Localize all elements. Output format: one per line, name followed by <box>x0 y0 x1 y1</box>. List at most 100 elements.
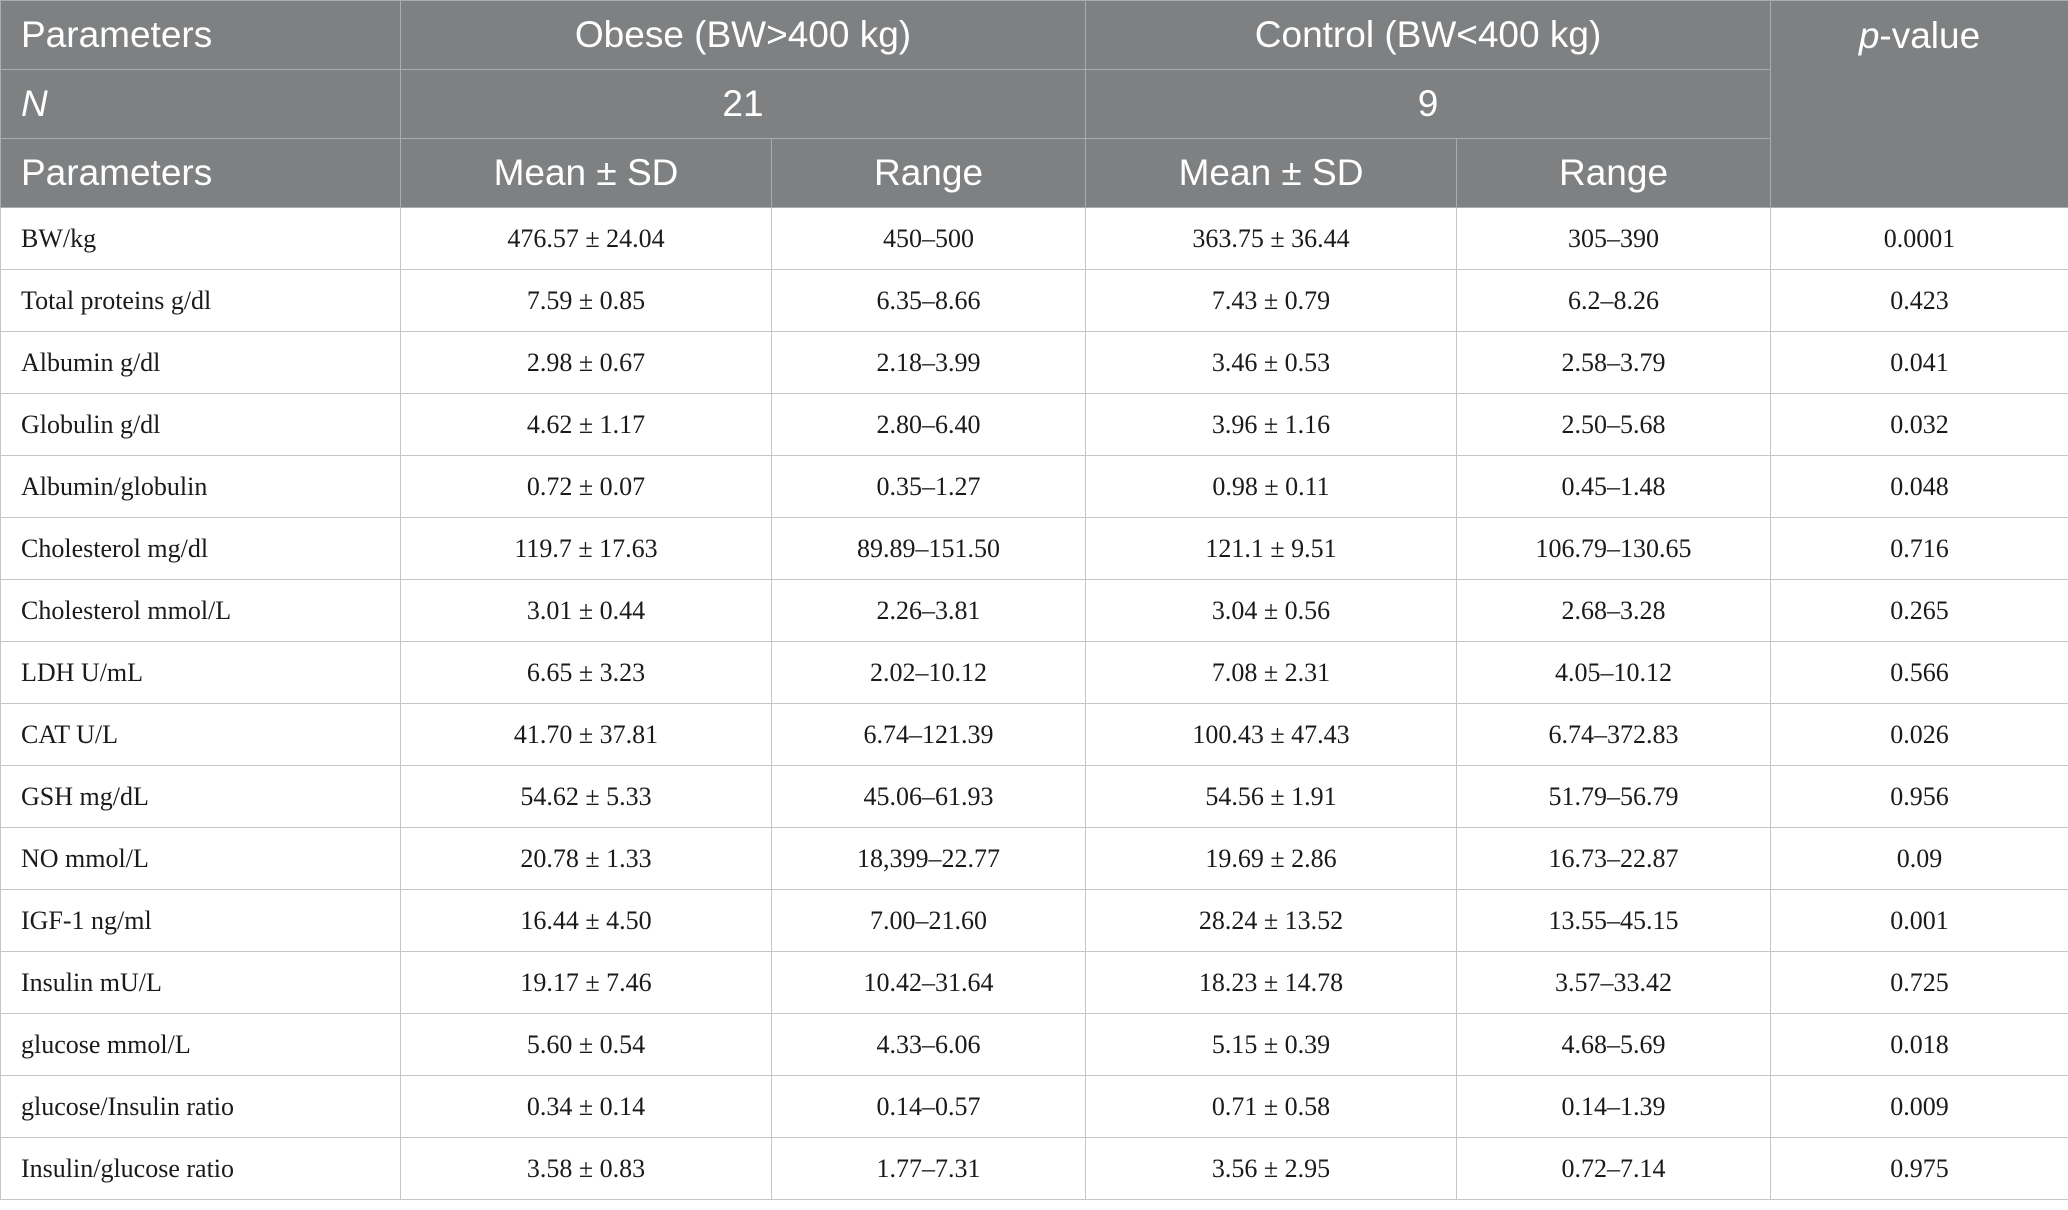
header-control-group: Control (BW<400 kg) <box>1085 0 1772 70</box>
param-cell: Cholesterol mg/dl <box>0 517 401 580</box>
table-row: GSH mg/dL 54.62 ± 5.33 45.06–61.93 54.56 ± … <box>0 765 2068 828</box>
param-cell: LDH U/mL <box>0 641 401 704</box>
table-row: Total proteins g/dl 7.59 ± 0.85 6.35–8.66 7… <box>0 269 2068 332</box>
obese-range-cell: 1.77–7.31 <box>770 1137 1087 1200</box>
obese-range-cell: 2.80–6.40 <box>770 393 1087 456</box>
obese-mean-cell: 16.44 ± 4.50 <box>400 889 772 952</box>
table-row: Albumin g/dl 2.98 ± 0.67 2.18–3.99 3.46 ± 0… <box>0 331 2068 394</box>
obese-mean-cell: 2.98 ± 0.67 <box>400 331 772 394</box>
param-cell: Albumin/globulin <box>0 455 401 518</box>
header-parameters: Parameters <box>0 0 401 70</box>
p-value-cell: 0.0001 <box>1770 207 2068 270</box>
control-mean-cell: 0.98 ± 0.11 <box>1085 455 1458 518</box>
control-mean-cell: 3.96 ± 1.16 <box>1085 393 1458 456</box>
control-mean-cell: 7.43 ± 0.79 <box>1085 269 1458 332</box>
obese-mean-cell: 0.72 ± 0.07 <box>400 455 772 518</box>
param-cell: Insulin mU/L <box>0 951 401 1014</box>
obese-mean-cell: 4.62 ± 1.17 <box>400 393 772 456</box>
control-range-cell: 6.2–8.26 <box>1456 269 1772 332</box>
control-range-cell: 2.68–3.28 <box>1456 579 1772 642</box>
obese-mean-cell: 119.7 ± 17.63 <box>400 517 772 580</box>
param-cell: Total proteins g/dl <box>0 269 401 332</box>
obese-mean-cell: 3.58 ± 0.83 <box>400 1137 772 1200</box>
obese-range-cell: 2.18–3.99 <box>770 331 1087 394</box>
obese-range-cell: 7.00–21.60 <box>770 889 1087 952</box>
control-range-cell: 3.57–33.42 <box>1456 951 1772 1014</box>
table-row: IGF-1 ng/ml 16.44 ± 4.50 7.00–21.60 28.24 ±… <box>0 889 2068 952</box>
table-row: Insulin/glucose ratio 3.58 ± 0.83 1.77–7.3… <box>0 1137 2068 1200</box>
obese-range-cell: 0.14–0.57 <box>770 1075 1087 1138</box>
p-value-cell: 0.09 <box>1770 827 2068 890</box>
p-value-cell: 0.032 <box>1770 393 2068 456</box>
control-mean-cell: 0.71 ± 0.58 <box>1085 1075 1458 1138</box>
table-header: Parameters Obese (BW>400 kg) Control (BW… <box>0 0 2068 208</box>
control-range-cell: 0.45–1.48 <box>1456 455 1772 518</box>
p-value-cell: 0.018 <box>1770 1013 2068 1076</box>
header-n-label: N <box>0 69 401 139</box>
obese-mean-cell: 7.59 ± 0.85 <box>400 269 772 332</box>
p-value-cell: 0.026 <box>1770 703 2068 766</box>
p-value-cell: 0.009 <box>1770 1075 2068 1138</box>
obese-mean-cell: 3.01 ± 0.44 <box>400 579 772 642</box>
p-value-cell: 0.001 <box>1770 889 2068 952</box>
table-row: Albumin/globulin 0.72 ± 0.07 0.35–1.27 0.98… <box>0 455 2068 518</box>
control-mean-cell: 18.23 ± 14.78 <box>1085 951 1458 1014</box>
header-obese-group: Obese (BW>400 kg) <box>399 0 1087 70</box>
param-cell: GSH mg/dL <box>0 765 401 828</box>
table-row: BW/kg 476.57 ± 24.04 450–500 363.75 ± 36.44… <box>0 207 2068 270</box>
table-row: Cholesterol mg/dl 119.7 ± 17.63 89.89–151.… <box>0 517 2068 580</box>
control-mean-cell: 363.75 ± 36.44 <box>1085 207 1458 270</box>
param-cell: NO mmol/L <box>0 827 401 890</box>
param-cell: Cholesterol mmol/L <box>0 579 401 642</box>
table-row: glucose/Insulin ratio 0.34 ± 0.14 0.14–0.5… <box>0 1075 2068 1138</box>
table-row: LDH U/mL 6.65 ± 3.23 2.02–10.12 7.08 ± 2.31… <box>0 641 2068 704</box>
control-range-cell: 4.68–5.69 <box>1456 1013 1772 1076</box>
p-value-cell: 0.716 <box>1770 517 2068 580</box>
control-mean-cell: 3.04 ± 0.56 <box>1085 579 1458 642</box>
header-control-mean: Mean ± SD <box>1085 138 1458 208</box>
obese-mean-cell: 54.62 ± 5.33 <box>400 765 772 828</box>
control-mean-cell: 121.1 ± 9.51 <box>1085 517 1458 580</box>
obese-mean-cell: 476.57 ± 24.04 <box>400 207 772 270</box>
p-value-cell: 0.566 <box>1770 641 2068 704</box>
control-mean-cell: 7.08 ± 2.31 <box>1085 641 1458 704</box>
obese-mean-cell: 0.34 ± 0.14 <box>400 1075 772 1138</box>
header-obese-n: 21 <box>399 69 1087 139</box>
obese-range-cell: 89.89–151.50 <box>770 517 1087 580</box>
obese-range-cell: 18,399–22.77 <box>770 827 1087 890</box>
control-mean-cell: 19.69 ± 2.86 <box>1085 827 1458 890</box>
obese-range-cell: 6.74–121.39 <box>770 703 1087 766</box>
header-row-groups: Parameters Obese (BW>400 kg) Control (BW… <box>0 0 2068 208</box>
obese-range-cell: 6.35–8.66 <box>770 269 1087 332</box>
header-control-range: Range <box>1456 138 1772 208</box>
table-row: Globulin g/dl 4.62 ± 1.17 2.80–6.40 3.96 ± … <box>0 393 2068 456</box>
p-value-cell: 0.975 <box>1770 1137 2068 1200</box>
table-row: glucose mmol/L 5.60 ± 0.54 4.33–6.06 5.15 ±… <box>0 1013 2068 1076</box>
header-parameters-2: Parameters <box>0 138 401 208</box>
param-cell: Globulin g/dl <box>0 393 401 456</box>
header-row-n: N 21 9 <box>0 69 2068 139</box>
control-range-cell: 6.74–372.83 <box>1456 703 1772 766</box>
obese-range-cell: 450–500 <box>770 207 1087 270</box>
p-value-cell: 0.956 <box>1770 765 2068 828</box>
control-mean-cell: 3.46 ± 0.53 <box>1085 331 1458 394</box>
control-mean-cell: 5.15 ± 0.39 <box>1085 1013 1458 1076</box>
param-cell: IGF-1 ng/ml <box>0 889 401 952</box>
header-obese-range: Range <box>770 138 1087 208</box>
control-range-cell: 0.14–1.39 <box>1456 1075 1772 1138</box>
p-value-cell: 0.725 <box>1770 951 2068 1014</box>
p-italic: p <box>1858 15 1880 56</box>
control-mean-cell: 100.43 ± 47.43 <box>1085 703 1458 766</box>
p-value-cell: 0.041 <box>1770 331 2068 394</box>
control-range-cell: 2.58–3.79 <box>1456 331 1772 394</box>
table-body: BW/kg 476.57 ± 24.04 450–500 363.75 ± 36.44… <box>0 207 2068 1200</box>
table-row: CAT U/L 41.70 ± 37.81 6.74–121.39 100.43 ± … <box>0 703 2068 766</box>
param-cell: glucose mmol/L <box>0 1013 401 1076</box>
obese-mean-cell: 6.65 ± 3.23 <box>400 641 772 704</box>
table-row: NO mmol/L 20.78 ± 1.33 18,399–22.77 19.69 ±… <box>0 827 2068 890</box>
control-range-cell: 305–390 <box>1456 207 1772 270</box>
param-cell: BW/kg <box>0 207 401 270</box>
obese-range-cell: 2.26–3.81 <box>770 579 1087 642</box>
header-obese-mean: Mean ± SD <box>400 138 772 208</box>
